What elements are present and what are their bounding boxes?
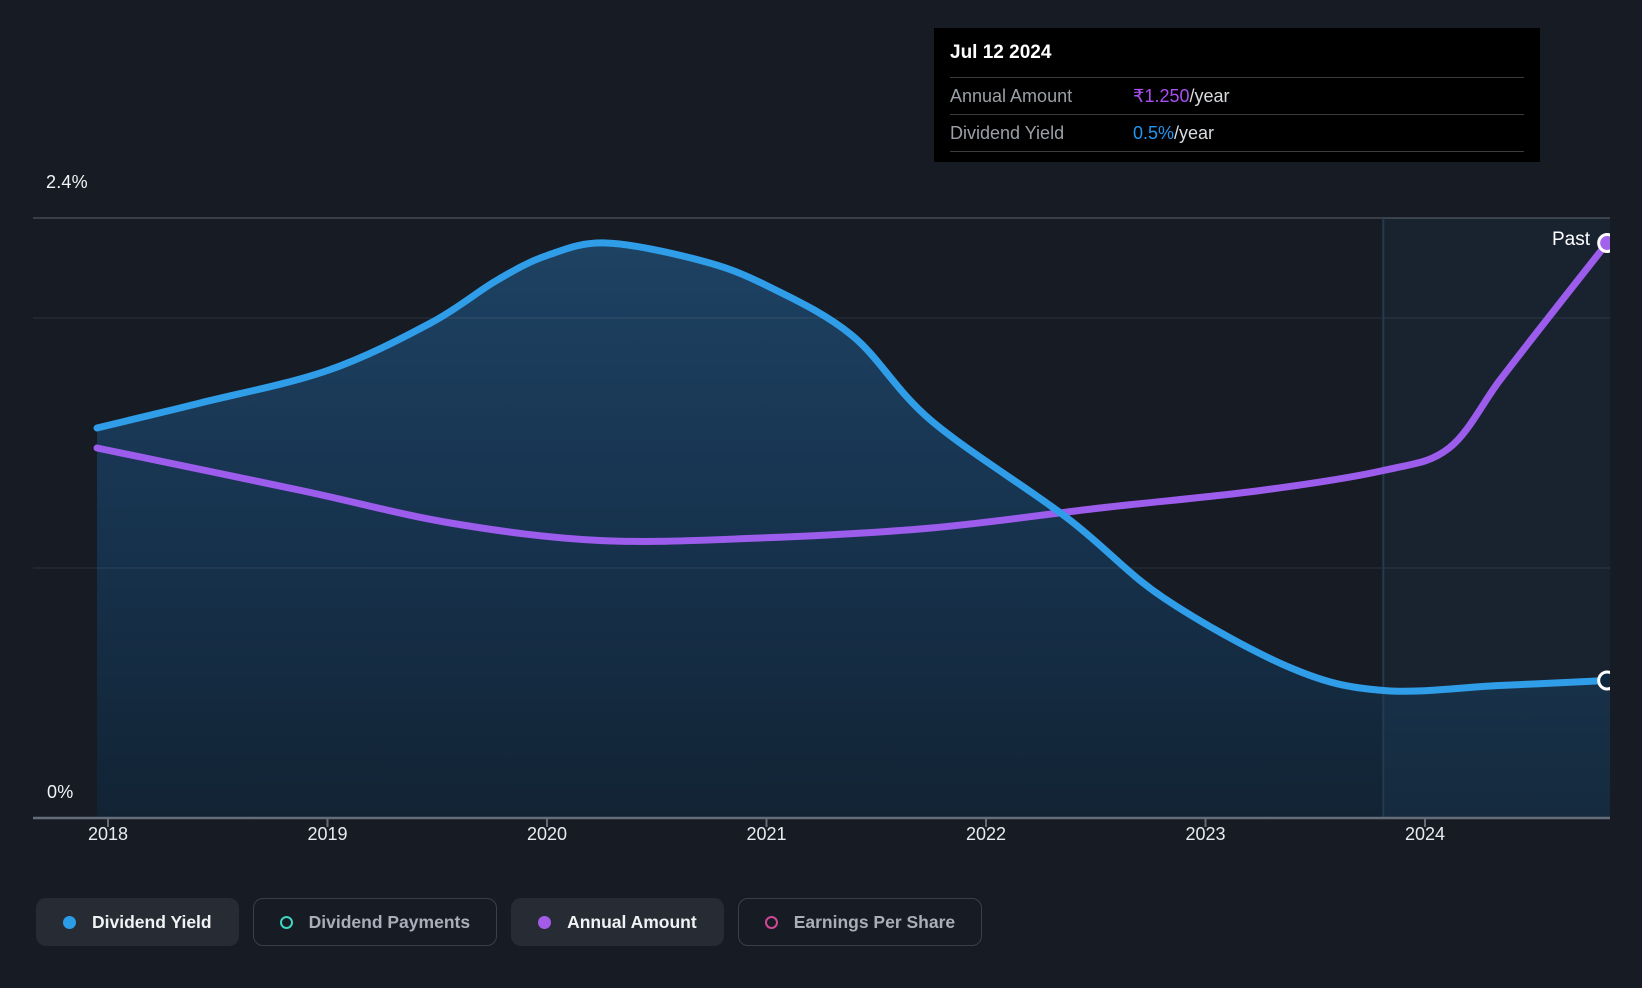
dividend-yield-end-marker [1597,670,1610,691]
tooltip-row: Dividend Yield 0.5%/year [950,114,1524,151]
filled-dot-icon [538,915,552,929]
past-region-label: Past [1551,229,1590,250]
tooltip-row-label: Annual Amount [950,85,1073,106]
tooltip-row-suffix: /year [1174,122,1215,143]
filled-dot-icon [63,915,76,929]
x-axis-label-2019: 2019 [307,824,348,844]
tooltip-date: Jul 12 2024 [950,42,1052,63]
y-axis-top-label: 2.4% [46,172,88,192]
x-axis-label-2018: 2018 [87,824,129,844]
recent-period-band [1383,218,1610,818]
legend-chip-annual-amount[interactable]: Annual Amount [511,898,724,946]
tooltip-end-divider [950,151,1524,162]
x-axis-labels: 2018 2019 2020 2021 2022 2023 2024 [0,824,1642,850]
x-axis-label-2024: 2024 [1404,824,1446,844]
tooltip-row-value: ₹1.250 [1133,85,1190,106]
legend-chip-label: Annual Amount [567,911,697,932]
annual-amount-end-marker [1597,233,1610,253]
tooltip-row-suffix: /year [1189,85,1230,106]
legend-chip-dividend-yield[interactable]: Dividend Yield [36,898,239,946]
tooltip-row-label: Dividend Yield [950,122,1065,143]
legend-chip-dividend-payments[interactable]: Dividend Payments [252,898,498,946]
legend-chip-label: Dividend Payments [308,911,471,932]
chart-tooltip: Jul 12 2024 Annual Amount ₹1.250/year Divi… [934,28,1540,162]
x-axis-label-2021: 2021 [746,824,787,844]
tooltip-rows: Annual Amount ₹1.250/year Dividend Yield 0.… [950,77,1524,151]
tooltip-row: Annual Amount ₹1.250/year [950,77,1524,114]
legend-chip-earnings-per-share[interactable]: Earnings Per Share [737,898,983,946]
dividend-yield-line [93,239,1610,695]
y-axis-zero-label: 0% [47,782,74,802]
x-axis-label-2020: 2020 [526,824,568,844]
annual-amount-line [93,239,1610,545]
x-axis-label-2022: 2022 [965,824,1007,844]
ring-icon [764,915,778,929]
chart-legend: Dividend Yield Dividend Payments Annual Am… [36,898,983,946]
legend-chip-label: Dividend Yield [92,911,212,932]
tooltip-row-value: 0.5% [1133,122,1175,143]
ring-icon [279,915,293,929]
x-axis-label-2023: 2023 [1185,824,1226,844]
legend-chip-label: Earnings Per Share [793,911,956,932]
plot-group [33,217,1610,818]
